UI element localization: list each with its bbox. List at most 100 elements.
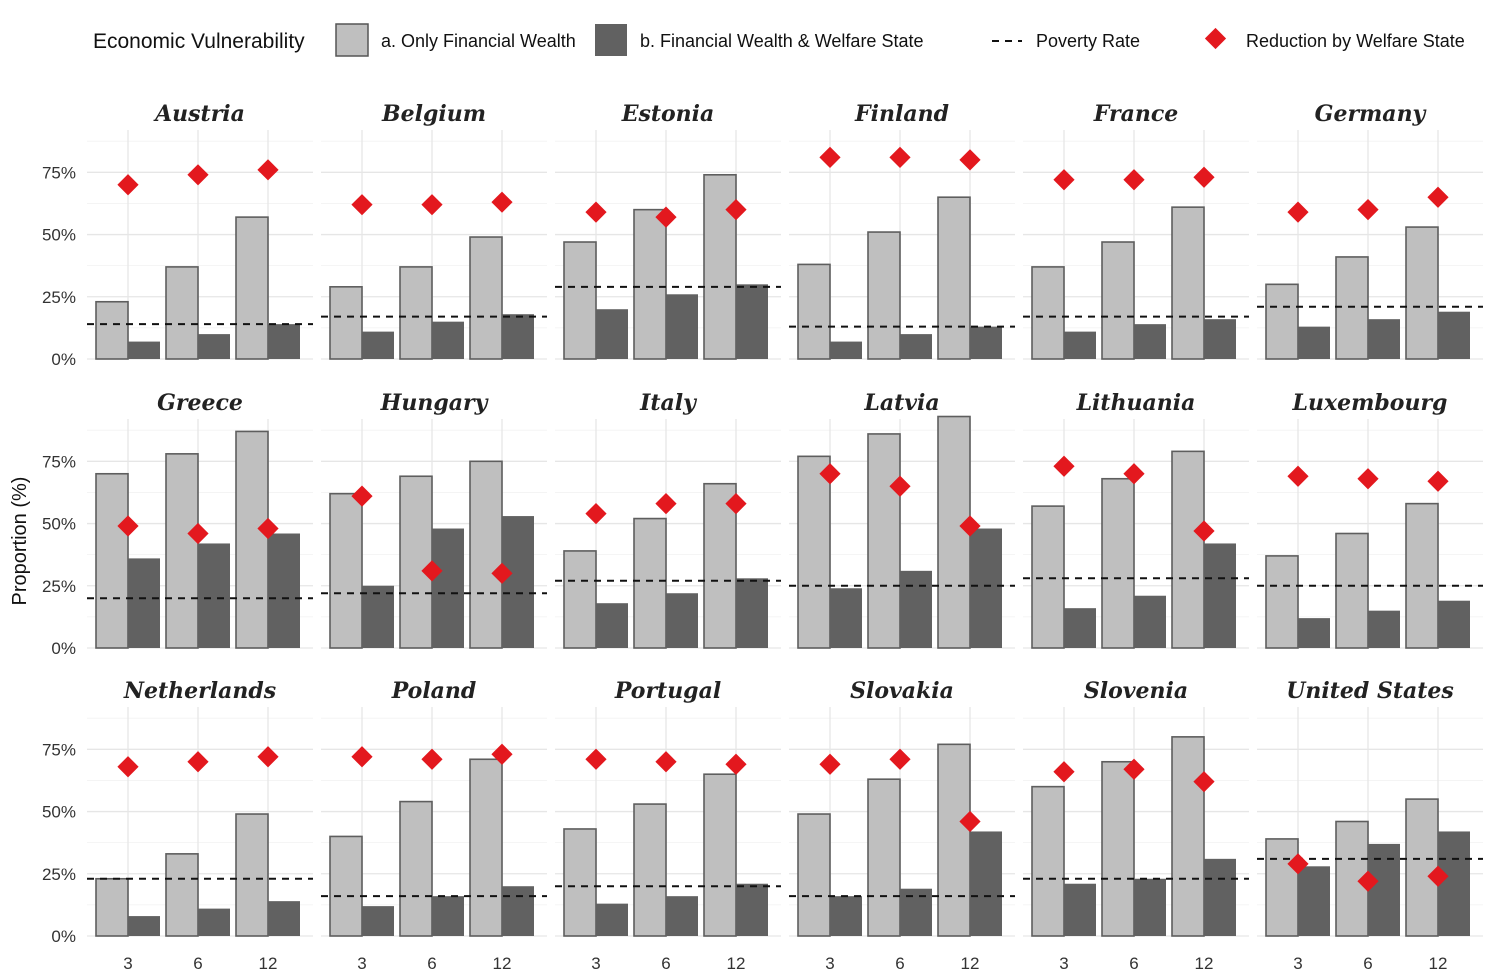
y-tick-label: 0% (51, 350, 76, 369)
reduction-point-3 (1287, 201, 1309, 223)
bar-financial-welfare-3 (596, 603, 628, 648)
bar-only-financial-6 (165, 266, 199, 360)
reduction-point-3 (1287, 853, 1309, 875)
legend-title: Economic Vulnerability (93, 30, 305, 53)
reduction-point-6 (889, 146, 911, 168)
x-tick-label: 6 (193, 954, 202, 973)
reduction-point-6 (889, 475, 911, 497)
bar-only-financial-12 (1405, 798, 1439, 937)
reduction-point-6 (187, 164, 209, 186)
bar-only-financial-6 (1101, 477, 1135, 649)
bar-financial-welfare-12 (970, 831, 1002, 936)
bar-financial-welfare-3 (830, 896, 862, 936)
bar-only-financial-3 (329, 286, 363, 360)
y-tick-label: 75% (42, 452, 76, 471)
bar-financial-welfare-3 (128, 558, 160, 648)
panel-finland: Finland (789, 101, 1015, 360)
bar-only-financial-3 (1031, 505, 1065, 649)
bar-financial-welfare-6 (666, 294, 698, 359)
bar-financial-welfare-3 (362, 585, 394, 648)
x-tick-label: 12 (259, 954, 278, 973)
panel-netherlands: Netherlands 0% 25% 50% 75% 3 6 12 (42, 678, 313, 973)
bar-only-financial-3 (797, 813, 831, 937)
reduction-point-3 (117, 756, 139, 778)
bar-financial-welfare-6 (198, 334, 230, 359)
panel-greece: Greece 0% 25% 50% 75% (42, 390, 313, 658)
x-tick-label: 12 (493, 954, 512, 973)
bar-financial-welfare-6 (1368, 319, 1400, 359)
bar-only-financial-3 (1031, 266, 1065, 360)
panel-slovenia: Slovenia 3 6 12 (1023, 678, 1249, 973)
x-tick-label: 12 (727, 954, 746, 973)
bar-financial-welfare-12 (268, 324, 300, 359)
bar-financial-welfare-12 (502, 516, 534, 648)
panel-italy: Italy (555, 390, 781, 649)
bar-financial-welfare-6 (1368, 843, 1400, 936)
panel-lithuania: Lithuania (1023, 390, 1249, 649)
bar-financial-welfare-6 (432, 528, 464, 648)
bar-financial-welfare-6 (432, 896, 464, 936)
reduction-point-6 (889, 748, 911, 770)
bar-only-financial-6 (1335, 532, 1369, 649)
reduction-point-3 (1287, 465, 1309, 487)
reduction-point-12 (959, 810, 981, 833)
bar-only-financial-3 (797, 263, 831, 360)
reduction-point-12 (491, 191, 513, 213)
bar-only-financial-12 (1171, 736, 1205, 937)
reduction-point-3 (819, 146, 841, 168)
reduction-point-3 (117, 515, 139, 537)
reduction-point-3 (819, 463, 841, 485)
bar-only-financial-12 (1405, 226, 1439, 360)
bar-financial-welfare-3 (128, 341, 160, 359)
panel-title: Finland (854, 101, 949, 127)
bar-financial-welfare-3 (830, 588, 862, 648)
bar-financial-welfare-12 (970, 326, 1002, 359)
x-tick-label: 3 (123, 954, 132, 973)
bar-financial-welfare-12 (1438, 600, 1470, 648)
bar-financial-welfare-6 (198, 543, 230, 648)
x-tick-label: 3 (591, 954, 600, 973)
bar-financial-welfare-12 (502, 886, 534, 936)
panel-title: United States (1286, 678, 1454, 704)
bar-only-financial-12 (703, 773, 737, 937)
y-tick-label: 50% (42, 803, 76, 822)
bar-financial-welfare-12 (1204, 543, 1236, 648)
bar-only-financial-6 (165, 453, 199, 649)
bar-only-financial-12 (469, 460, 503, 649)
bar-financial-welfare-3 (1064, 331, 1096, 359)
reduction-point-12 (1193, 520, 1215, 542)
x-tick-label: 6 (1129, 954, 1138, 973)
reduction-point-12 (1193, 771, 1215, 793)
bar-only-financial-6 (399, 800, 433, 937)
bar-financial-welfare-3 (128, 916, 160, 936)
bar-financial-welfare-3 (1298, 326, 1330, 359)
bar-financial-welfare-12 (736, 578, 768, 648)
bar-only-financial-3 (329, 492, 363, 649)
bar-only-financial-3 (797, 455, 831, 649)
panel-title: Belgium (381, 101, 486, 127)
legend-label-reduction: Reduction by Welfare State (1246, 31, 1465, 51)
x-tick-label: 6 (427, 954, 436, 973)
bar-only-financial-6 (633, 208, 667, 360)
reduction-point-3 (351, 194, 373, 216)
y-tick-label: 0% (51, 639, 76, 658)
panel-hungary: Hungary (321, 390, 547, 649)
y-tick-label: 25% (42, 865, 76, 884)
reduction-point-12 (1427, 865, 1449, 887)
x-tick-label: 6 (1363, 954, 1372, 973)
bar-only-financial-3 (1265, 283, 1299, 360)
reduction-point-3 (351, 746, 373, 768)
bar-financial-welfare-6 (1134, 878, 1166, 936)
bar-financial-welfare-12 (970, 528, 1002, 648)
x-tick-label: 3 (357, 954, 366, 973)
bar-only-financial-6 (867, 433, 901, 649)
reduction-point-12 (257, 517, 279, 540)
bar-only-financial-3 (563, 550, 597, 649)
panel-slovakia: Slovakia 3 6 12 (789, 678, 1015, 973)
panel-title: Slovakia (850, 678, 954, 704)
panel-title: Lithuania (1076, 390, 1196, 416)
bar-financial-welfare-3 (1298, 618, 1330, 648)
panel-poland: Poland 3 6 12 (321, 678, 547, 973)
x-tick-label: 3 (1059, 954, 1068, 973)
